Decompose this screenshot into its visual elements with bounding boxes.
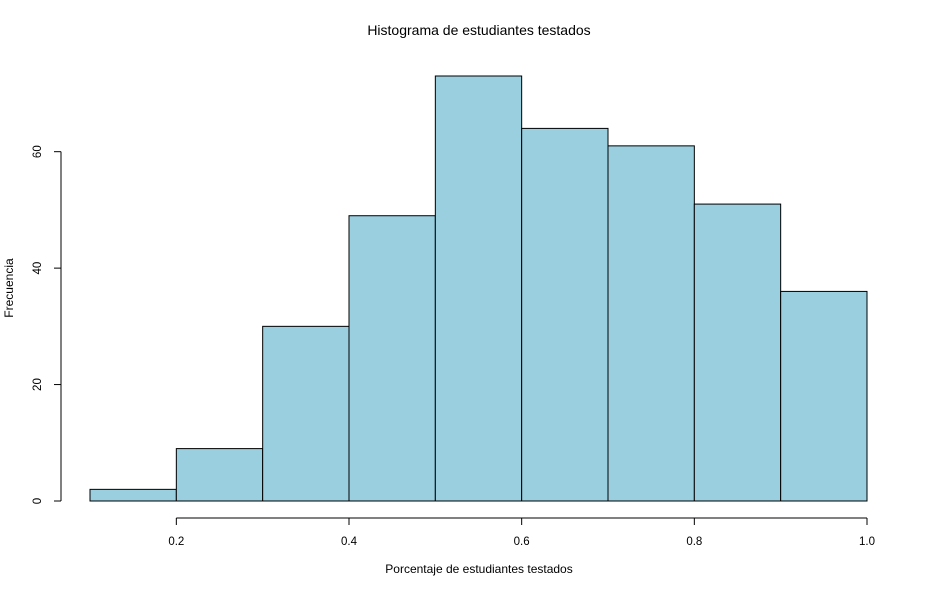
x-tick-label: 0.8 bbox=[686, 536, 702, 548]
histogram-bar bbox=[434, 75, 523, 502]
histogram-bar bbox=[175, 448, 264, 502]
y-axis: 0 20 40 60 bbox=[32, 145, 62, 504]
histogram-bar bbox=[262, 325, 350, 502]
x-tick-label: 0.2 bbox=[168, 536, 184, 548]
chart-title: Histograma de estudiantes testados bbox=[367, 22, 590, 38]
histogram-bar bbox=[693, 203, 782, 502]
x-tick-label: 0.6 bbox=[514, 536, 530, 548]
y-axis-label: Frecuencia bbox=[2, 258, 16, 318]
y-tick-label: 0 bbox=[32, 498, 44, 504]
bars-group bbox=[89, 75, 868, 502]
histogram-bar bbox=[89, 488, 177, 502]
histogram-bar bbox=[607, 145, 695, 502]
y-tick-label: 60 bbox=[32, 145, 44, 158]
y-tick-label: 40 bbox=[32, 262, 44, 275]
x-tick-label: 0.4 bbox=[341, 536, 358, 548]
x-tick-label: 1.0 bbox=[859, 536, 875, 548]
x-axis-label: Porcentaje de estudiantes testados bbox=[385, 562, 572, 576]
histogram-bar bbox=[780, 290, 868, 502]
y-tick-label: 20 bbox=[32, 378, 44, 391]
histogram-bar bbox=[348, 215, 436, 502]
x-axis: 0.2 0.4 0.6 0.8 1.0 bbox=[168, 517, 875, 548]
histogram-bar bbox=[521, 127, 609, 502]
